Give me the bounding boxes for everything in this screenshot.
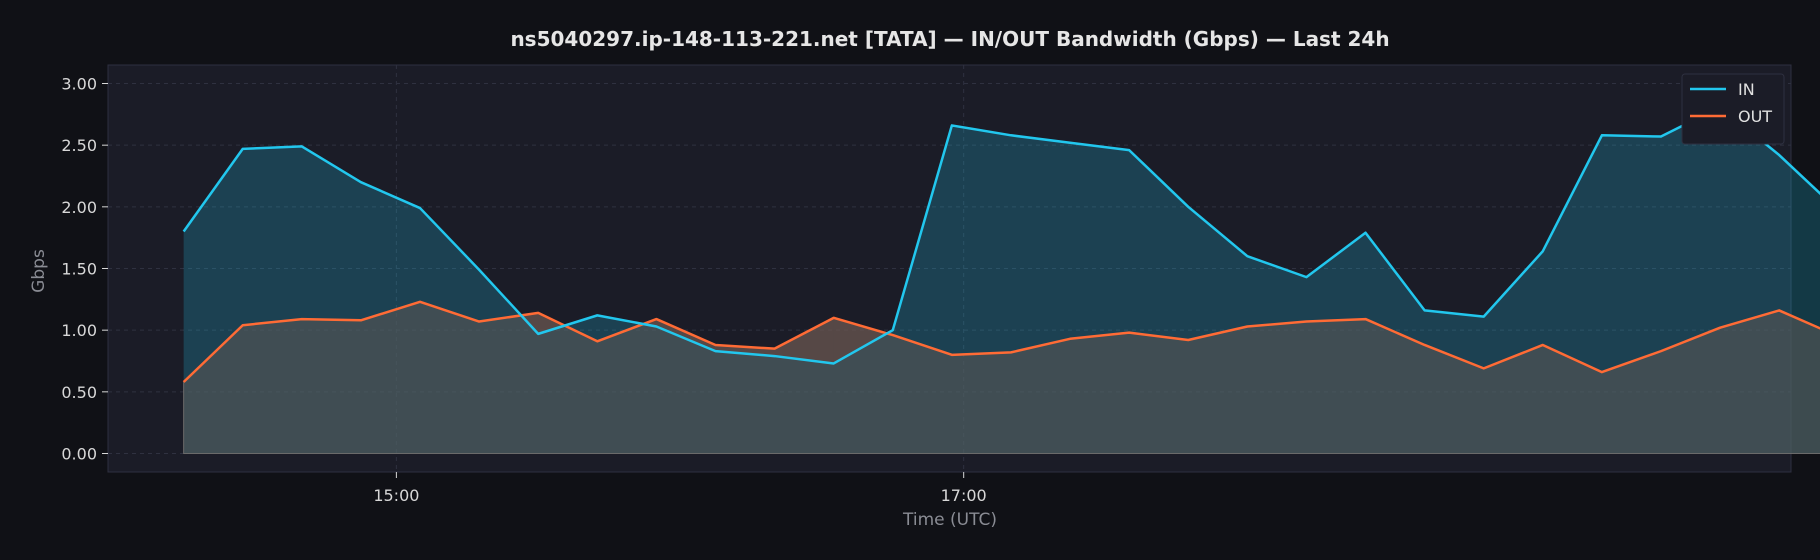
- legend-label-out: OUT: [1738, 107, 1772, 126]
- y-tick-label: 1.00: [61, 321, 97, 340]
- y-tick-label: 0.00: [61, 445, 97, 464]
- y-tick-label: 1.50: [61, 260, 97, 279]
- series-line-out: [182, 300, 1820, 383]
- legend: IN OUT: [1681, 73, 1785, 145]
- legend-label-in: IN: [1738, 80, 1755, 99]
- x-axis-ticks: 15:00 17:00: [373, 472, 987, 505]
- x-axis-label: Time (UTC): [902, 510, 997, 530]
- chart-title: ns5040297.ip-148-113-221.net [TATA] — IN…: [510, 27, 1389, 51]
- y-tick-label: 2.50: [61, 136, 97, 155]
- y-axis-label: Gbps: [29, 249, 49, 293]
- y-axis-ticks: 0.00 0.50 1.00 1.50 2.00 2.50 3.00: [61, 75, 108, 464]
- y-tick-label: 2.00: [61, 198, 97, 217]
- legend-box: [1681, 73, 1785, 145]
- y-tick-label: 3.00: [61, 75, 97, 94]
- y-tick-label: 0.50: [61, 383, 97, 402]
- x-tick-label: 17:00: [941, 486, 987, 505]
- x-tick-label: 15:00: [373, 486, 419, 505]
